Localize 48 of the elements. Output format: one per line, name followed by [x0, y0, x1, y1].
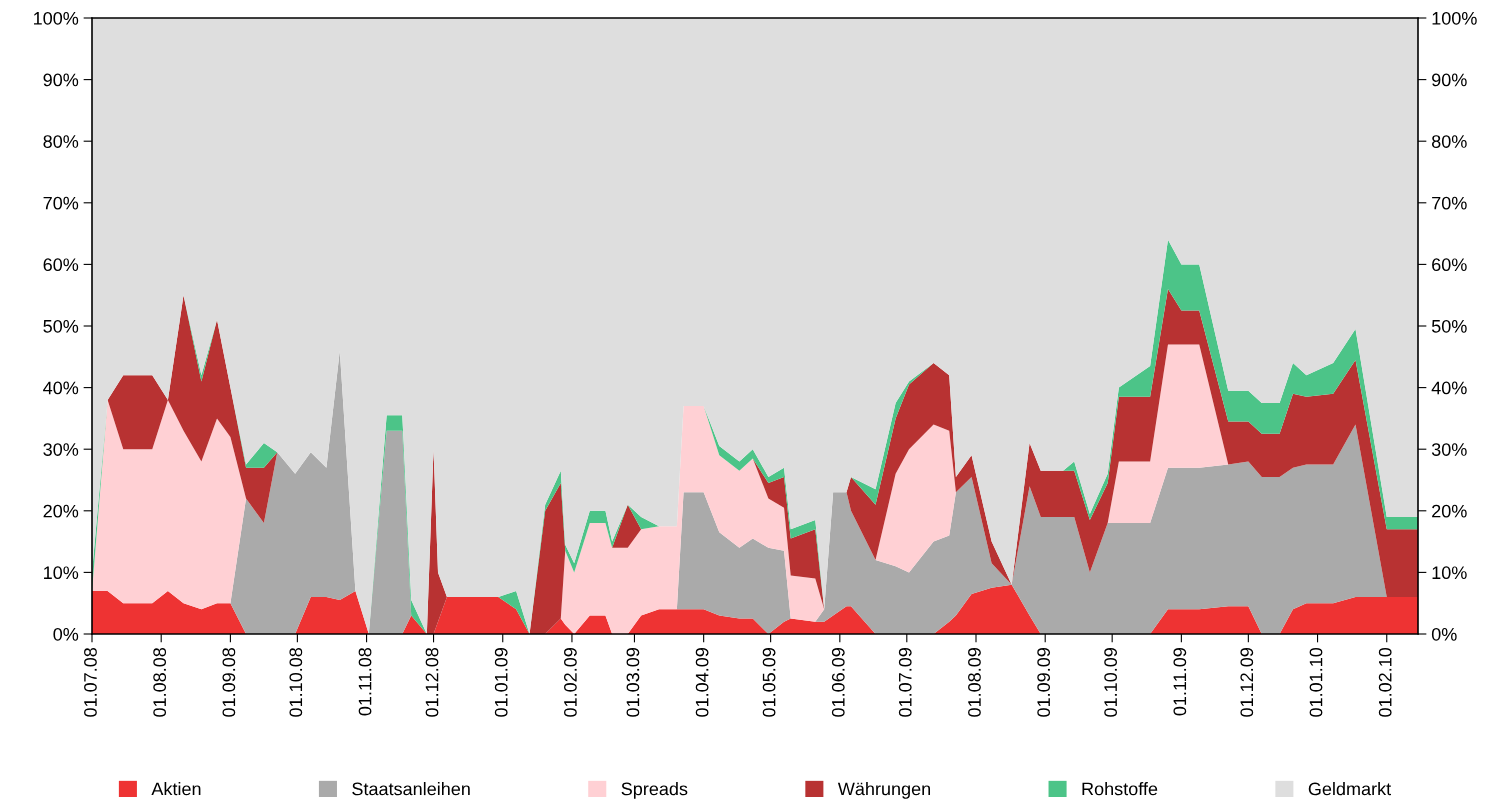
x-tick-label: 01.08.08	[153, 647, 167, 717]
x-tick-label: 01.07.09	[898, 648, 912, 717]
y2-tick-label: 20%	[1432, 504, 1467, 518]
y2-tick-label: 50%	[1431, 319, 1467, 333]
y-tick-label: 0%	[53, 627, 79, 641]
y2-tick-label: 40%	[1431, 381, 1467, 395]
y-tick-label: 90%	[43, 73, 79, 87]
x-tick-label: 01.07.08	[84, 647, 97, 717]
y-tick-label: 40%	[43, 381, 79, 395]
y2-tick-label: 100%	[1432, 11, 1477, 25]
x-tick-label: 01.10.09	[1104, 648, 1118, 717]
x-tick-label: 01.01.09	[494, 648, 508, 717]
x-tick-label: 01.03.09	[626, 648, 640, 717]
x-tick-label: 01.02.09	[564, 648, 577, 717]
x-tick-label: 01.11.08	[358, 647, 372, 716]
y-tick-label: 70%	[43, 196, 79, 210]
x-tick-label: 01.02.10	[1378, 647, 1392, 717]
x-tick-label: 01.06.09	[831, 648, 845, 717]
legend-label: Währungen	[837, 782, 931, 799]
x-tick-label: 01.09.08	[222, 647, 236, 717]
y2-tick-label: 30%	[1431, 443, 1467, 456]
y2-tick-label: 10%	[1432, 566, 1467, 580]
y-tick-label: 100%	[34, 11, 79, 25]
x-tick-label: 01.12.08	[425, 647, 439, 717]
x-tick-label: 01.09.09	[1037, 648, 1051, 717]
y-tick-label: 20%	[43, 504, 79, 518]
legend-label: Aktien	[151, 782, 201, 796]
y2-tick-label: 90%	[1432, 73, 1467, 87]
legend-label: Spreads	[621, 782, 688, 799]
x-tick-label: 01.12.09	[1240, 648, 1254, 717]
y-tick-label: 30%	[43, 443, 79, 456]
x-tick-label: 01.05.09	[762, 648, 776, 717]
x-tick-label: 01.01.10	[1309, 647, 1323, 717]
x-tick-label: 01.10.08	[289, 647, 303, 717]
legend-label: Geldmarkt	[1308, 782, 1391, 796]
y-tick-label: 60%	[43, 258, 79, 272]
x-tick-label: 01.08.09	[968, 648, 981, 717]
x-tick-label: 01.11.09	[1173, 648, 1187, 716]
y-tick-label: 10%	[44, 566, 79, 580]
y2-tick-label: 70%	[1432, 196, 1467, 210]
y2-tick-label: 60%	[1432, 258, 1467, 272]
y2-tick-label: 80%	[1431, 135, 1467, 148]
y-tick-label: 50%	[43, 319, 79, 333]
y2-tick-label: 0%	[1431, 627, 1457, 641]
y-tick-label: 80%	[43, 135, 79, 148]
x-tick-label: 01.04.09	[695, 648, 709, 717]
legend-label: Rohstoffe	[1082, 782, 1158, 796]
legend-label: Staatsanleihen	[352, 782, 470, 796]
